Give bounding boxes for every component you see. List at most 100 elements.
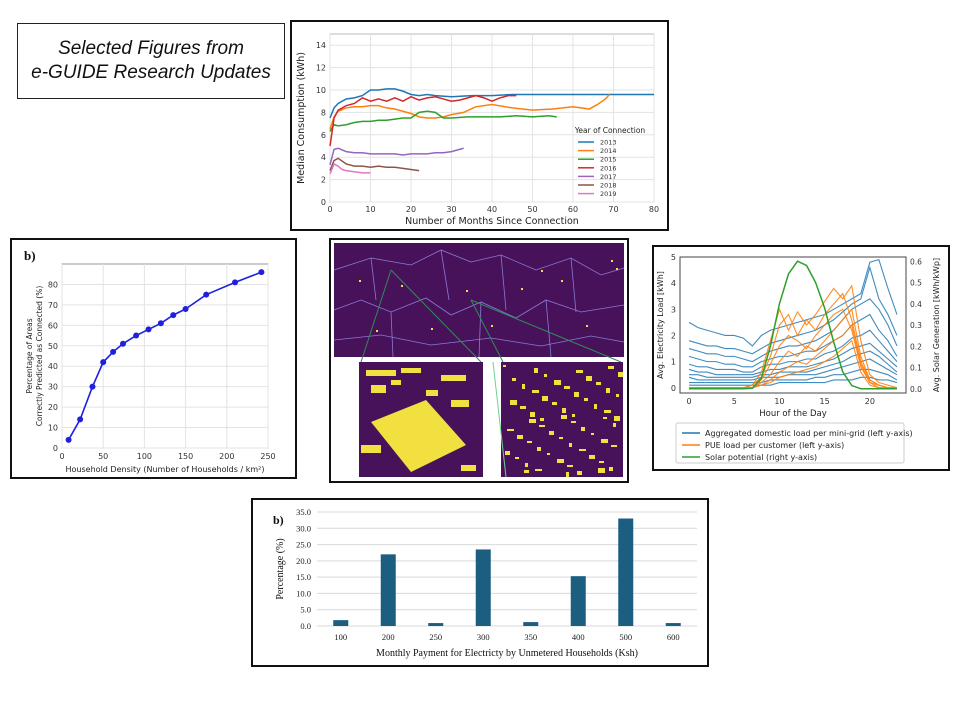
settlement-patch: [539, 425, 545, 427]
x-tick-label: 5: [732, 397, 737, 406]
settlement-patch: [510, 400, 517, 405]
settlement-cluster: [371, 400, 466, 472]
accuracy-line: [67, 271, 262, 441]
y-right-tick-label: 0.5: [910, 279, 922, 288]
settlement-patch: [581, 427, 585, 431]
series-line-2017: [329, 147, 464, 166]
x-tick-label: 15: [820, 397, 830, 406]
legend-label: Aggregated domestic load per mini-grid (…: [705, 429, 913, 438]
settlement-patch: [530, 412, 535, 417]
y-tick-label: 8: [321, 108, 326, 117]
settlement-patch: [604, 410, 611, 413]
panel-label: b): [24, 248, 36, 263]
satellite-map-panel: [329, 238, 629, 483]
y-tick-label: 12: [316, 64, 326, 73]
legend-box: [675, 422, 905, 464]
series-line-2015: [329, 110, 557, 132]
settlement-patch: [549, 431, 554, 435]
y-tick-label: 0: [53, 444, 58, 453]
settlement-patch: [537, 447, 541, 451]
settlement-dot: [586, 325, 588, 327]
slide-title-line2: e-GUIDE Research Updates: [31, 62, 271, 83]
settlement-dot: [401, 285, 403, 287]
x-axis-label: Household Density (Number of Households …: [66, 465, 265, 474]
domestic-load-line: [688, 265, 898, 355]
y-tick-label: 0.0: [300, 621, 311, 631]
settlement-patch: [547, 453, 550, 455]
zoom-connector: [360, 269, 392, 363]
x-tick-label: 60: [568, 205, 578, 214]
series-line-2013: [329, 88, 654, 119]
settlement-patch: [401, 368, 421, 373]
data-point: [145, 326, 152, 333]
settlement-patch: [566, 472, 569, 477]
x-tick-label: 400: [572, 632, 585, 642]
zoom-connector: [390, 269, 482, 363]
y-right-tick-label: 0.1: [910, 364, 922, 373]
x-tick-label: 0: [686, 397, 691, 406]
settlement-patch: [535, 469, 542, 471]
settlement-patch: [564, 386, 570, 389]
data-point: [133, 332, 140, 339]
y-axis-label-line2: Correctly Predicted as Connected (%): [35, 286, 44, 427]
settlement-patch: [517, 435, 523, 439]
pue-load-line: [689, 339, 897, 389]
series-line-2014: [329, 93, 611, 130]
settlement-patch: [584, 398, 588, 401]
prediction-accuracy-svg: b) 0 10 20 30 40 50 60 70 80 0 50 100 150 200 250 Househ…: [24, 248, 276, 474]
x-tick-label: 20: [865, 397, 875, 406]
settlement-patch: [522, 384, 525, 389]
settlement-patch: [613, 423, 616, 427]
data-point: [232, 279, 239, 286]
settlement-dot: [376, 330, 378, 332]
settlement-dot: [561, 280, 563, 282]
x-tick-label: 150: [178, 452, 193, 461]
x-tick-label: 0: [59, 452, 64, 461]
x-tick-label: 50: [527, 205, 537, 214]
settlement-patch: [525, 463, 528, 467]
y-tick-label: 15.0: [296, 572, 311, 582]
data-point: [203, 291, 210, 298]
panel-label: b): [273, 513, 284, 527]
legend-label-2019: 2019: [600, 190, 617, 198]
x-tick-label: 500: [619, 632, 632, 642]
y-left-axis-label: Avg. Electricity Load [kWh]: [656, 271, 665, 379]
bar-500: [618, 518, 634, 626]
domestic-load-line: [688, 329, 898, 373]
x-tick-label: 100: [334, 632, 347, 642]
solar-potential-line: [689, 260, 897, 390]
x-tick-label: 250: [429, 632, 442, 642]
y-axis-label: Median Consumption (kWh): [296, 52, 307, 184]
data-point: [77, 416, 84, 423]
legend-label-2015: 2015: [600, 156, 617, 164]
series-line-2019: [329, 162, 371, 175]
settlement-patch: [540, 418, 544, 421]
settlement-patch: [515, 457, 519, 459]
settlement-patch: [579, 449, 586, 451]
settlement-patch: [520, 406, 526, 409]
plot-area: [61, 263, 269, 449]
data-point: [100, 359, 107, 366]
slide-title-line1: Selected Figures from: [58, 38, 244, 59]
x-axis-label: Monthly Payment for Electricty by Unmete…: [376, 648, 638, 659]
x-tick-label: 200: [382, 632, 395, 642]
map-zoom-right: [501, 362, 623, 477]
settlement-dot: [611, 260, 613, 262]
domestic-load-line: [688, 298, 898, 363]
settlement-patch: [608, 366, 614, 369]
x-tick-label: 80: [649, 205, 659, 214]
data-point: [110, 348, 117, 355]
bar-600: [665, 623, 681, 626]
settlement-patch: [505, 451, 510, 455]
settlement-patch: [616, 394, 619, 397]
legend-label-2013: 2013: [600, 139, 617, 147]
settlement-patch: [554, 380, 561, 385]
settlement-patch: [589, 455, 595, 459]
y-tick-label: 10: [48, 424, 58, 433]
settlement-patch: [606, 388, 610, 393]
y-right-tick-label: 0.3: [910, 321, 922, 330]
zoom-connector: [470, 299, 622, 363]
domestic-load-line: [688, 313, 898, 368]
data-point: [89, 383, 96, 390]
bar-250: [428, 623, 444, 626]
